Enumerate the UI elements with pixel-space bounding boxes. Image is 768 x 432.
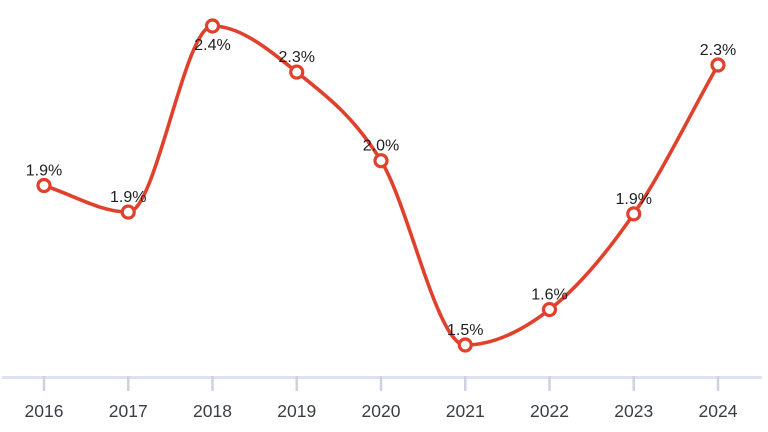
data-point-marker (710, 57, 726, 73)
x-axis-label: 2019 (277, 401, 316, 421)
data-point-marker (457, 337, 473, 353)
x-axis-label: 2017 (109, 401, 148, 421)
data-point-marker (204, 18, 221, 34)
data-point-label: 1.5% (447, 322, 483, 339)
data-point-label: 1.9% (110, 189, 146, 206)
x-axis-label: 2022 (530, 401, 569, 421)
data-point-label: 2.0% (363, 138, 399, 155)
data-point-marker (373, 153, 389, 169)
data-point-label: 1.9% (26, 163, 62, 180)
data-point-marker (36, 177, 52, 194)
data-point-marker (120, 204, 136, 220)
data-point-label: 1.6% (531, 287, 567, 304)
data-point-label: 2.3% (279, 49, 315, 66)
x-axis-label: 2021 (446, 401, 485, 421)
data-point-marker (541, 301, 558, 318)
x-axis-label: 2018 (193, 401, 232, 421)
data-point-marker (626, 206, 642, 222)
data-point-label: 2.4% (194, 37, 230, 54)
x-axis-label: 2016 (25, 401, 64, 421)
x-axis-label: 2024 (699, 401, 738, 421)
data-point-label: 2.3% (700, 42, 736, 59)
data-point-label: 1.9% (616, 191, 652, 208)
trend-line (42, 24, 720, 347)
x-axis-label: 2020 (362, 401, 401, 421)
x-axis-label: 2023 (614, 401, 653, 421)
data-point-marker (289, 64, 305, 80)
